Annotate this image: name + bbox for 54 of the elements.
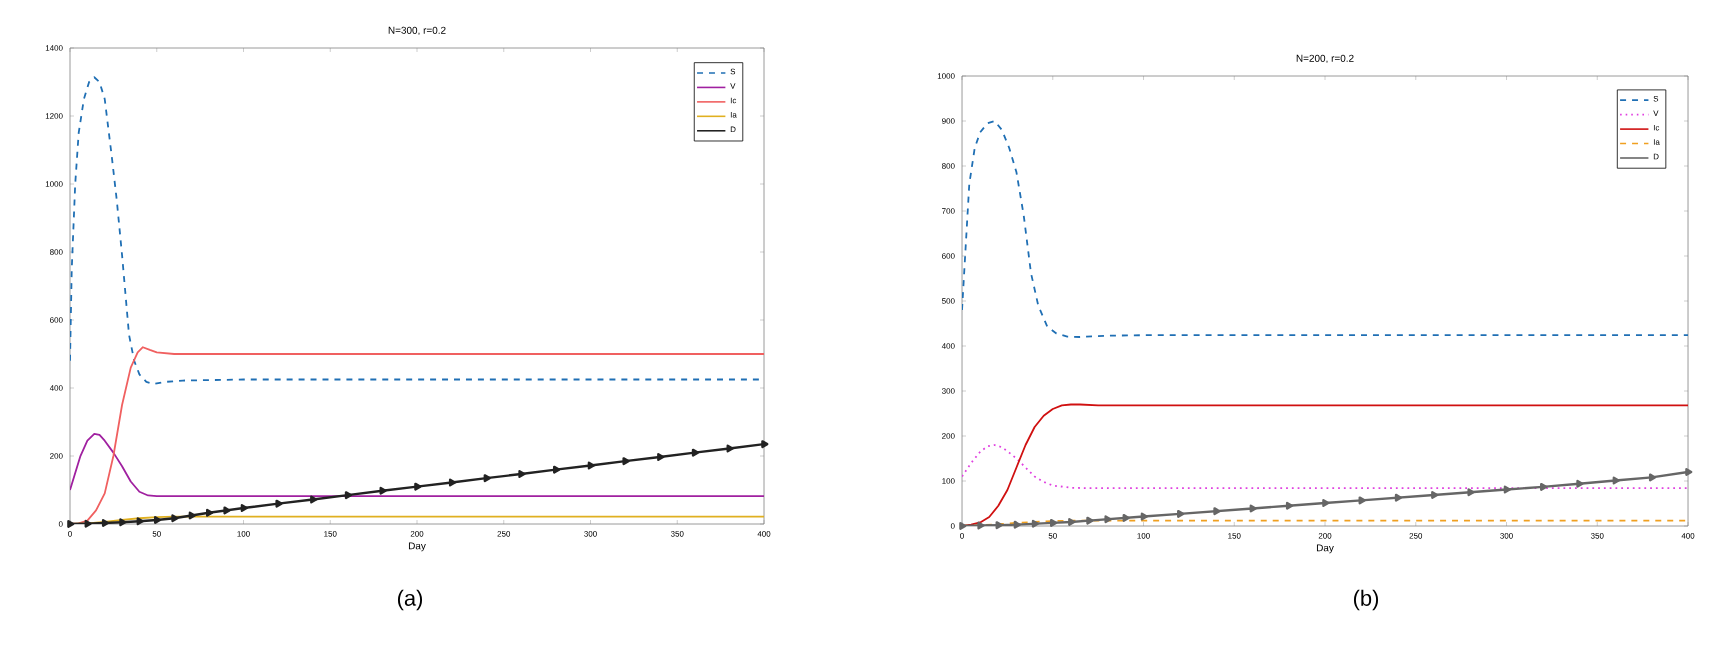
point bbox=[1140, 512, 1148, 521]
point bbox=[1467, 488, 1475, 497]
point bbox=[1104, 515, 1112, 524]
point bbox=[1540, 482, 1548, 491]
point bbox=[136, 517, 144, 526]
point bbox=[171, 514, 179, 523]
point bbox=[84, 519, 92, 528]
point bbox=[379, 486, 387, 495]
point bbox=[587, 461, 595, 470]
point bbox=[275, 499, 283, 508]
point bbox=[101, 519, 110, 527]
point bbox=[188, 511, 196, 520]
point bbox=[1213, 507, 1221, 516]
point bbox=[622, 457, 630, 466]
point bbox=[726, 444, 734, 453]
point bbox=[1503, 485, 1511, 494]
point bbox=[1612, 476, 1620, 485]
point bbox=[448, 478, 457, 487]
point bbox=[691, 448, 699, 457]
point bbox=[240, 504, 248, 512]
point bbox=[553, 465, 561, 474]
point bbox=[761, 440, 769, 449]
text: (b) bbox=[1353, 589, 1379, 611]
point bbox=[959, 522, 967, 530]
point bbox=[1322, 499, 1330, 508]
point bbox=[1086, 516, 1094, 525]
point bbox=[414, 482, 422, 491]
point bbox=[119, 518, 127, 527]
point bbox=[1122, 513, 1130, 522]
point bbox=[67, 520, 75, 528]
point bbox=[1049, 518, 1058, 527]
point bbox=[206, 508, 214, 517]
point bbox=[1685, 468, 1693, 476]
point bbox=[1576, 479, 1584, 488]
point bbox=[483, 474, 491, 483]
point bbox=[344, 491, 352, 500]
point bbox=[1431, 491, 1439, 499]
point bbox=[1013, 520, 1021, 529]
point bbox=[1285, 501, 1294, 510]
point bbox=[223, 506, 231, 515]
point bbox=[1648, 473, 1657, 482]
point bbox=[1358, 496, 1366, 505]
point bbox=[1249, 504, 1257, 513]
point bbox=[310, 495, 318, 504]
point bbox=[657, 453, 665, 461]
point bbox=[977, 521, 985, 530]
point bbox=[518, 470, 526, 478]
point bbox=[153, 515, 162, 524]
point bbox=[1031, 519, 1040, 528]
point bbox=[995, 521, 1003, 530]
point bbox=[1068, 518, 1076, 526]
point bbox=[1177, 509, 1185, 518]
text: (a) bbox=[397, 589, 423, 611]
point bbox=[1394, 493, 1403, 502]
